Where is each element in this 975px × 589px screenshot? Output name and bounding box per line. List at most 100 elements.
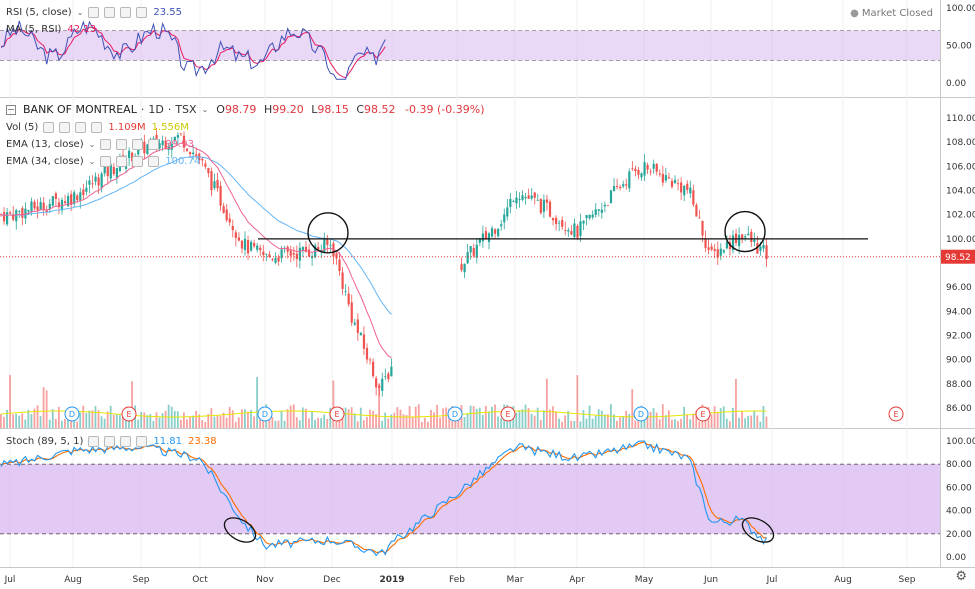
visibility-icon[interactable]	[100, 156, 112, 167]
candle-body	[646, 164, 649, 170]
candle-body	[6, 212, 9, 225]
event-marker	[257, 406, 273, 422]
price-axis-tick: 102.00	[946, 211, 975, 221]
volume-bar	[280, 410, 283, 428]
candle-body	[9, 212, 12, 214]
candle-body	[207, 168, 210, 174]
event-marker-label: D	[638, 410, 644, 419]
rsi-line	[0, 20, 386, 80]
volume-bar	[344, 407, 347, 428]
close-icon[interactable]	[132, 139, 144, 150]
volume-bar	[54, 418, 57, 428]
volume-bar	[57, 406, 60, 428]
candle-body	[109, 164, 112, 179]
candle-body	[686, 183, 689, 190]
ema13-value: 99.93	[165, 139, 194, 150]
event-marker	[329, 406, 345, 422]
candle-body	[103, 166, 106, 174]
volume-value: 1.109M	[108, 122, 146, 133]
visibility-icon[interactable]	[88, 7, 100, 18]
settings-icon[interactable]	[104, 7, 116, 18]
candle-body	[161, 140, 164, 146]
close-value: 98.52	[364, 103, 396, 116]
candle-body	[67, 196, 70, 207]
candle-body	[323, 239, 326, 254]
candle-body	[667, 177, 671, 179]
candle-body	[744, 236, 747, 238]
collapse-icon[interactable]	[6, 104, 16, 115]
volume-bar	[103, 418, 106, 428]
more-icon[interactable]	[148, 139, 160, 150]
volume-bar	[183, 412, 185, 428]
candle-body	[759, 246, 762, 251]
volume-bar	[308, 418, 310, 428]
volume-bar	[173, 410, 176, 428]
candle-body	[689, 187, 692, 194]
more-icon[interactable]	[136, 436, 148, 447]
close-icon[interactable]	[132, 156, 144, 167]
volume-bar	[234, 421, 237, 428]
volume-bar	[176, 411, 179, 428]
candle-body	[625, 184, 628, 186]
candle-body	[738, 235, 741, 247]
candle-body	[27, 210, 30, 212]
volume-bar	[716, 412, 719, 428]
volume-bar	[18, 415, 21, 428]
volume-bar	[692, 413, 695, 428]
candle-body	[292, 253, 295, 255]
candle-body	[15, 210, 18, 222]
volume-bar	[475, 408, 478, 428]
visibility-icon[interactable]	[43, 122, 55, 133]
visibility-icon[interactable]	[100, 139, 112, 150]
volume-bar	[12, 414, 14, 428]
close-icon[interactable]	[75, 122, 87, 133]
volume-bar	[488, 411, 490, 428]
settings-icon[interactable]	[116, 156, 128, 167]
settings-icon[interactable]	[116, 139, 128, 150]
candle-body	[603, 204, 606, 207]
volume-bar	[70, 415, 72, 428]
chevron-down-icon[interactable]: ⌄	[76, 8, 84, 17]
exchange[interactable]: TSX	[175, 103, 197, 116]
chevron-down-icon[interactable]: ⌄	[201, 105, 209, 114]
volume-bar	[683, 406, 685, 428]
volume-ma-value: 1.556M	[151, 122, 189, 133]
status-dot-icon: ●	[850, 8, 859, 19]
close-icon[interactable]	[120, 436, 132, 447]
volume-bar	[24, 419, 27, 428]
chevron-down-icon[interactable]: ⌄	[88, 140, 96, 149]
settings-gear-icon[interactable]: ⚙	[955, 568, 967, 583]
price-axis-tick: 88.00	[946, 380, 972, 390]
close-icon[interactable]	[120, 7, 132, 18]
event-marker-label: E	[334, 410, 339, 419]
volume-bar	[527, 408, 530, 428]
visibility-icon[interactable]	[88, 436, 100, 447]
volume-bar	[186, 419, 188, 428]
more-icon[interactable]	[148, 156, 160, 167]
interval-sep: ·	[140, 103, 145, 116]
volume-bar	[244, 409, 246, 428]
volume-bar	[725, 418, 728, 428]
volume-bar	[228, 406, 231, 428]
volume-bar	[375, 414, 377, 428]
settings-icon[interactable]	[59, 122, 71, 133]
high-label: H	[263, 103, 273, 116]
interval[interactable]: 1D	[148, 103, 164, 116]
volume-bar	[695, 410, 698, 428]
candle-body	[503, 214, 506, 223]
candle-body	[365, 347, 369, 360]
more-icon[interactable]	[91, 122, 103, 133]
candle-body	[387, 373, 390, 380]
volume-bar	[667, 410, 670, 428]
candle-body	[237, 237, 240, 241]
volume-bar	[146, 415, 149, 428]
candle-body	[158, 143, 161, 149]
candle-body	[85, 187, 88, 192]
volume-bar	[405, 415, 408, 428]
more-icon[interactable]	[136, 7, 148, 18]
chevron-down-icon[interactable]: ⌄	[88, 157, 96, 166]
symbol-name[interactable]: BANK OF MONTREAL	[23, 103, 137, 116]
settings-icon[interactable]	[104, 436, 116, 447]
volume-bar	[317, 417, 319, 428]
